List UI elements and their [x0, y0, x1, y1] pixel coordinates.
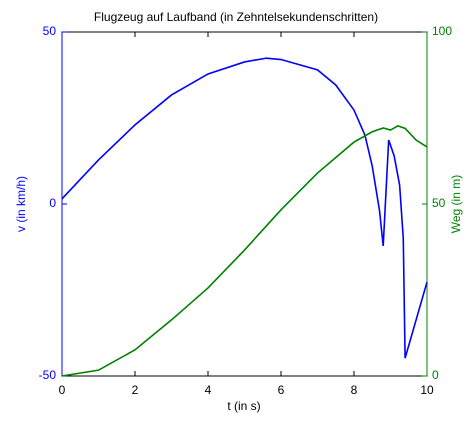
x-tick-label: 10	[420, 383, 434, 397]
y-tick-label: -50	[39, 368, 57, 382]
y-tick-label: 50	[43, 24, 57, 38]
line	[61, 125, 428, 377]
y2-tick-label: 100	[432, 24, 452, 38]
y-tick-label: 0	[49, 196, 56, 210]
x-axis-label: t (in s)	[227, 399, 260, 413]
y-axis-label: v (in km/h)	[14, 176, 28, 232]
x-tick-label: 4	[205, 383, 212, 397]
y2-tick-label: 50	[432, 196, 446, 210]
chart-title: Flugzeug auf Laufband (in Zehntelsekunde…	[94, 10, 378, 24]
y2-tick-label: 0	[432, 368, 439, 382]
x-tick-label: 0	[59, 383, 66, 397]
x-tick-label: 8	[351, 383, 358, 397]
line	[61, 57, 428, 359]
x-tick-label: 2	[132, 383, 139, 397]
x-tick-label: 6	[278, 383, 285, 397]
y2-axis-label: Weg (in m)	[449, 175, 463, 233]
